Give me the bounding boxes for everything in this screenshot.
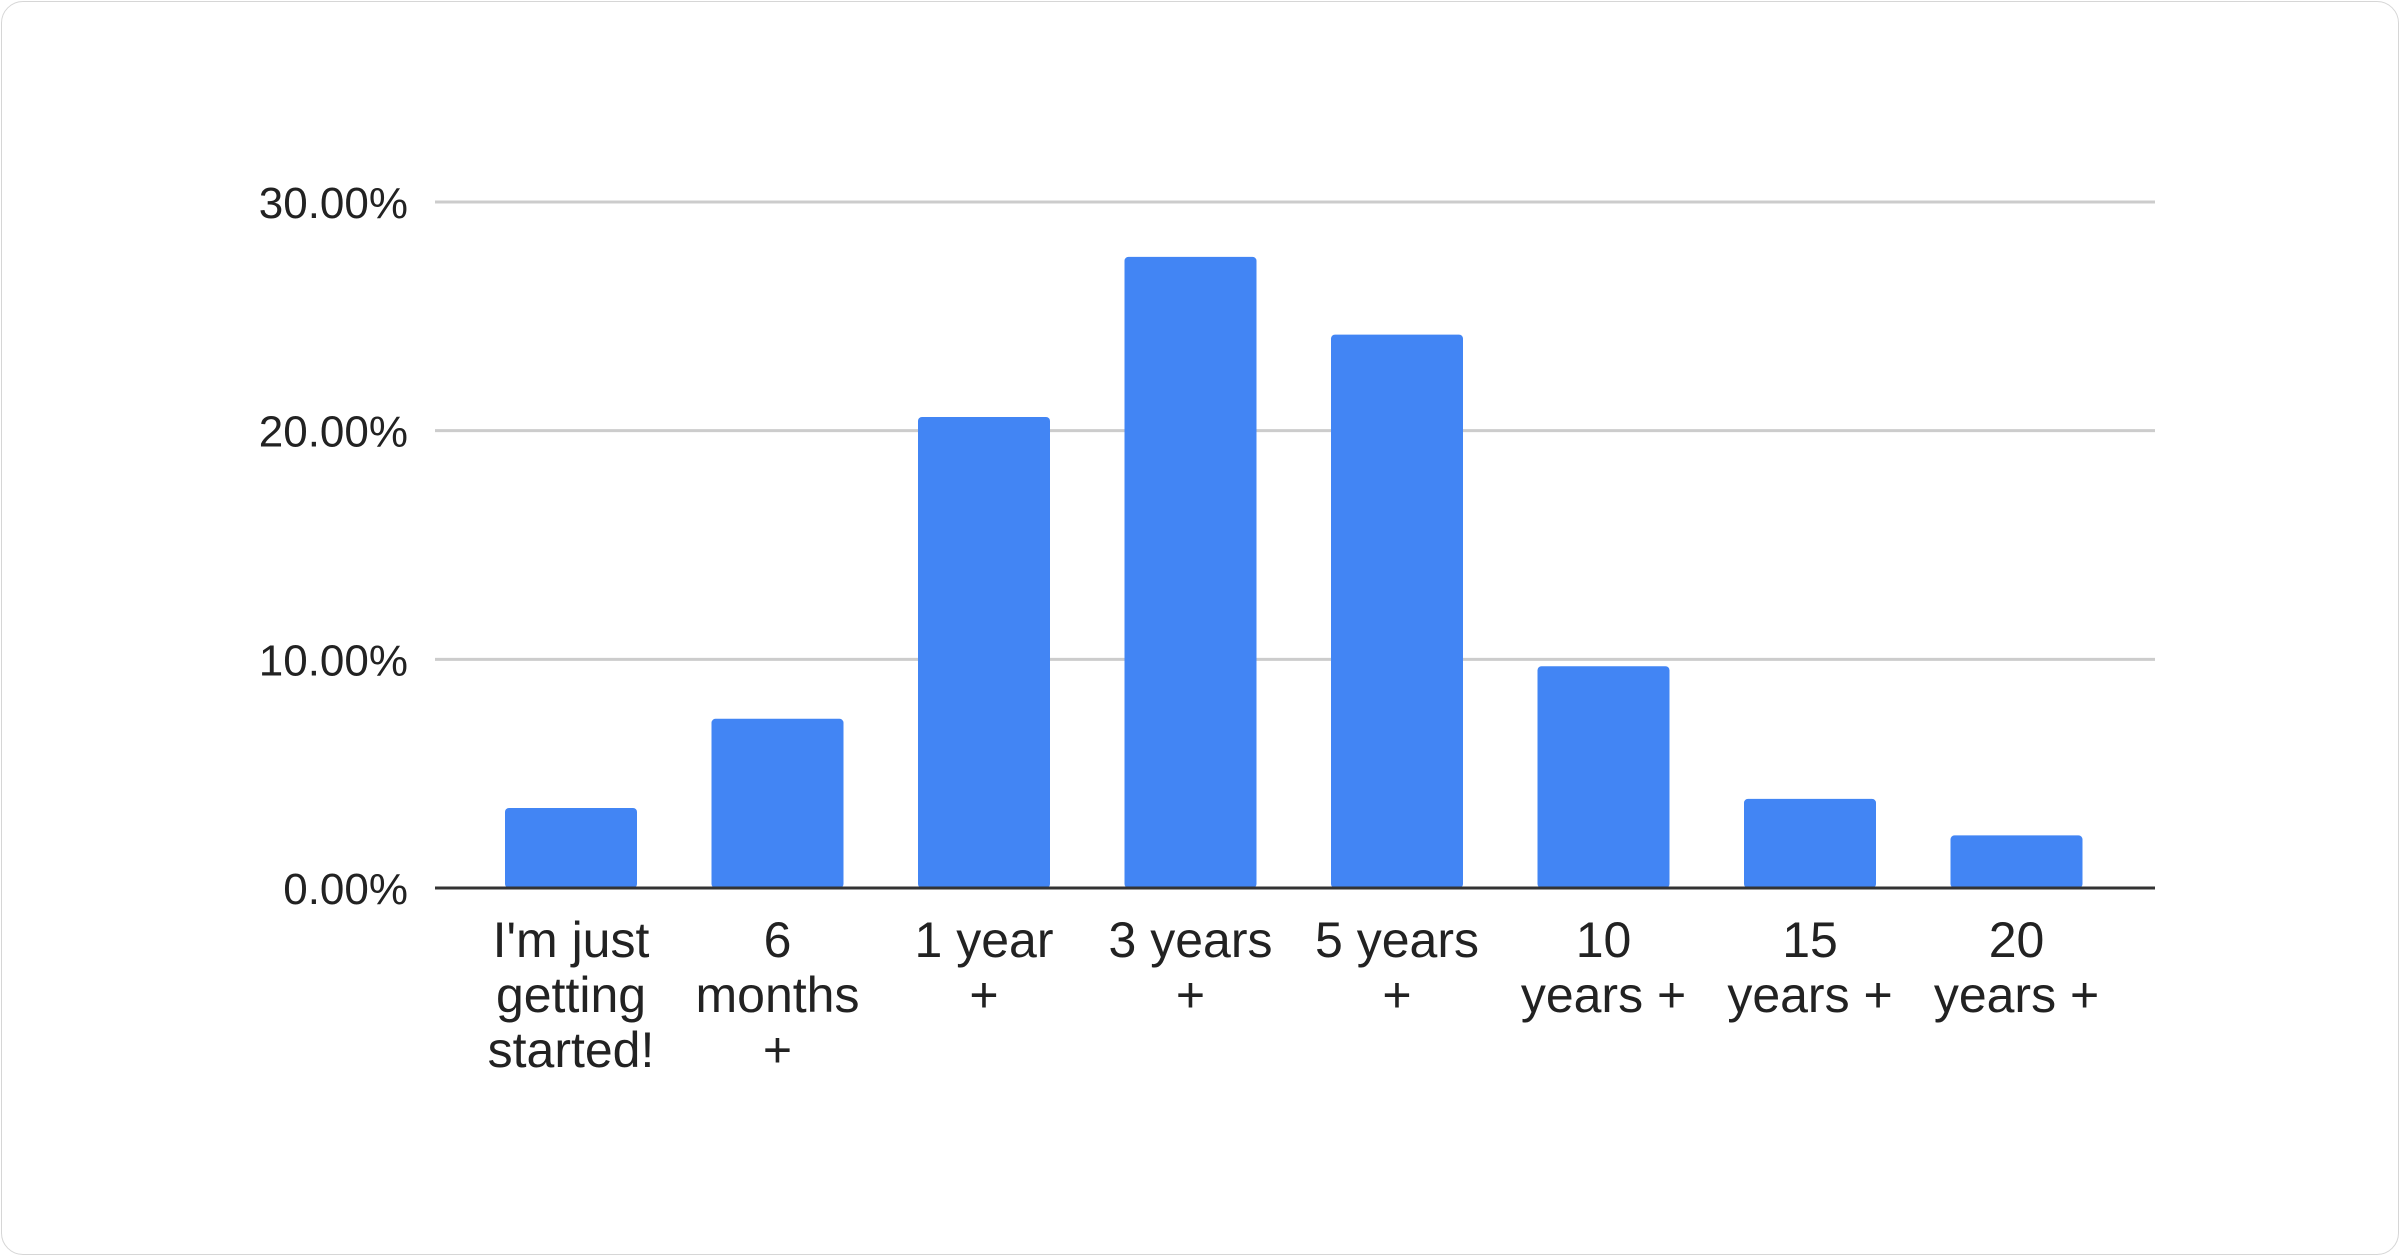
- y-tick-label: 20.00%: [259, 408, 408, 457]
- x-tick-label: 15: [1782, 912, 1838, 968]
- bar-1: [711, 718, 844, 888]
- x-tick-label: 3 years: [1109, 912, 1273, 968]
- bar-4: [1331, 334, 1463, 888]
- y-tick-label: 10.00%: [259, 636, 408, 685]
- x-tick-label: +: [763, 1022, 792, 1078]
- bar-3: [1124, 256, 1257, 888]
- x-tick-label: getting: [496, 967, 646, 1023]
- x-tick-label: months: [696, 967, 860, 1023]
- x-tick-label: 20: [1989, 912, 2045, 968]
- x-tick-label: years +: [1934, 967, 2099, 1023]
- x-tick-label: years +: [1521, 967, 1686, 1023]
- x-tick-label: 10: [1576, 912, 1632, 968]
- bar-0: [505, 807, 637, 888]
- x-tick-label: I'm just: [493, 912, 650, 968]
- x-tick-label: 1 year: [915, 912, 1054, 968]
- x-tick-label: +: [1176, 967, 1205, 1023]
- bar-5: [1537, 666, 1670, 888]
- x-tick-label: 5 years: [1315, 912, 1479, 968]
- x-tick-label: 6: [764, 912, 792, 968]
- bar-6: [1744, 798, 1876, 888]
- bar-7: [1950, 835, 2083, 888]
- y-tick-label: 30.00%: [259, 179, 408, 228]
- x-tick-label: years +: [1727, 967, 1892, 1023]
- x-tick-label: +: [969, 967, 998, 1023]
- x-tick-label: started!: [488, 1022, 655, 1078]
- bar-2: [918, 416, 1050, 888]
- y-tick-label: 0.00%: [283, 865, 408, 914]
- x-tick-label: +: [1382, 967, 1411, 1023]
